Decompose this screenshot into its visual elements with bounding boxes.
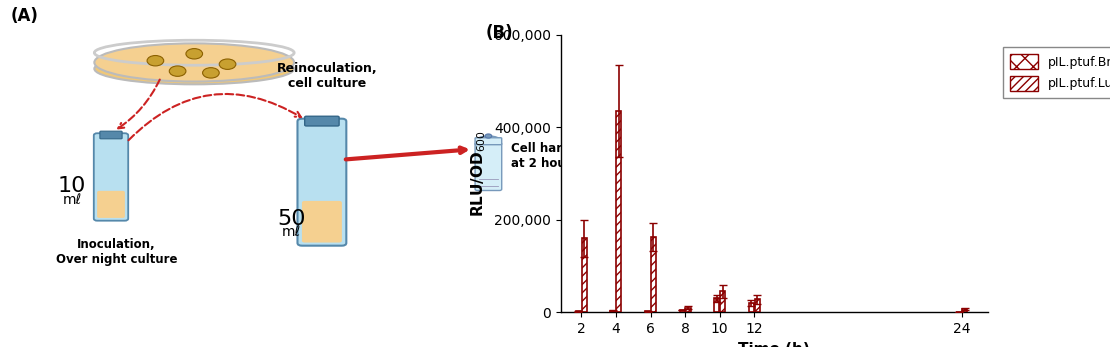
X-axis label: Time (h): Time (h): [738, 341, 810, 347]
Bar: [749, 303, 754, 312]
FancyBboxPatch shape: [304, 116, 340, 126]
Ellipse shape: [94, 53, 294, 84]
FancyBboxPatch shape: [98, 191, 124, 218]
Text: Inoculation,
Over night culture: Inoculation, Over night culture: [56, 238, 178, 266]
Text: (A): (A): [11, 7, 39, 25]
Text: 50: 50: [278, 209, 305, 229]
FancyBboxPatch shape: [93, 133, 129, 221]
Circle shape: [147, 56, 163, 66]
Circle shape: [485, 134, 492, 138]
FancyBboxPatch shape: [302, 201, 342, 243]
Circle shape: [220, 59, 235, 69]
FancyBboxPatch shape: [100, 131, 122, 139]
Circle shape: [186, 49, 203, 59]
Bar: [685, 308, 690, 312]
Text: mℓ: mℓ: [62, 193, 82, 206]
Text: (B): (B): [486, 24, 514, 42]
Bar: [650, 237, 656, 312]
Bar: [610, 311, 616, 312]
Bar: [714, 298, 719, 312]
Bar: [755, 299, 759, 312]
Text: Reinoculation,
cell culture: Reinoculation, cell culture: [278, 62, 377, 90]
FancyBboxPatch shape: [297, 119, 346, 246]
Bar: [679, 310, 685, 312]
Circle shape: [170, 66, 186, 76]
Bar: [582, 238, 587, 312]
Bar: [645, 311, 650, 312]
Bar: [962, 308, 968, 312]
Bar: [616, 111, 622, 312]
Bar: [720, 291, 725, 312]
Bar: [576, 311, 581, 312]
FancyBboxPatch shape: [475, 138, 502, 145]
Text: 10: 10: [58, 176, 87, 196]
Y-axis label: RLU/OD$_{600}$: RLU/OD$_{600}$: [470, 130, 488, 217]
Ellipse shape: [94, 43, 294, 82]
Legend: pIL.ptuf.BmpB, pIL.ptuf.Luc: pIL.ptuf.BmpB, pIL.ptuf.Luc: [1002, 46, 1110, 98]
Text: Cell harvest
at 2 hour intervals: Cell harvest at 2 hour intervals: [511, 142, 634, 170]
FancyBboxPatch shape: [475, 143, 502, 191]
Circle shape: [202, 68, 219, 78]
Text: mℓ: mℓ: [282, 226, 301, 239]
